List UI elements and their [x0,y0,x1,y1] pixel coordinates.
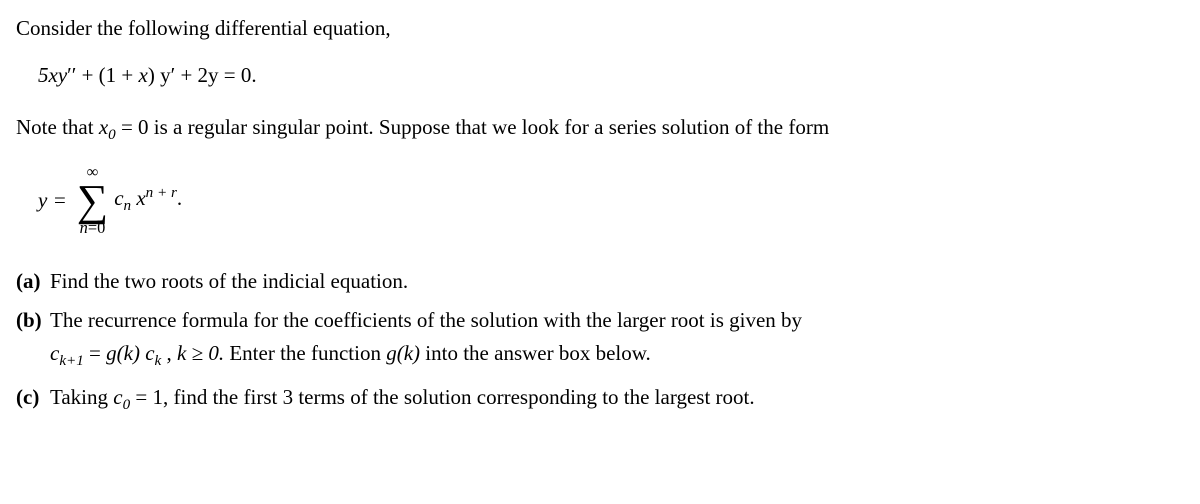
note-part: = 0 is a regular singular point. Suppose… [116,115,829,139]
series-solution: y = ∞ ∑ n=0 cn xn + r. [38,164,1184,236]
part-b-body: The recurrence formula for the coefficie… [50,306,1184,373]
part-b: (b) The recurrence formula for the coeff… [16,306,1184,373]
part-a: (a) Find the two roots of the indicial e… [16,267,1184,296]
part-a-body: Find the two roots of the indicial equat… [50,267,1184,296]
differential-equation: 5xy′′ + (1 + x) y′ + 2y = 0. [38,61,1184,90]
part-c: (c) Taking c0 = 1, find the first 3 term… [16,383,1184,416]
note-part: Note that [16,115,99,139]
part-b-line1: The recurrence formula for the coefficie… [50,306,1184,335]
part-b-label: (b) [16,306,50,373]
eq-part: x [139,63,148,87]
eq-part: + 2y = 0. [175,63,256,87]
series-lhs: y = [38,186,67,215]
intro-text: Consider the following differential equa… [16,14,1184,43]
part-b-line2: ck+1 = g(k) ck , k ≥ 0. Enter the functi… [50,339,1184,372]
part-c-body: Taking c0 = 1, find the first 3 terms of… [50,383,1184,416]
part-c-label: (c) [16,383,50,416]
note-x0: x [99,115,108,139]
eq-part: + (1 + [76,63,138,87]
eq-prime2: ′′ [67,63,76,87]
sigma-icon: ∞ ∑ n=0 [77,164,108,236]
series-term: cn xn + r. [114,183,182,217]
note-sub0: 0 [108,127,116,143]
part-a-label: (a) [16,267,50,296]
eq-part: 5xy [38,63,67,87]
sigma-lower: n=0 [80,220,106,236]
eq-part: ) y [148,63,171,87]
note-text: Note that x0 = 0 is a regular singular p… [16,113,1184,146]
sigma-symbol: ∑ [77,181,108,221]
